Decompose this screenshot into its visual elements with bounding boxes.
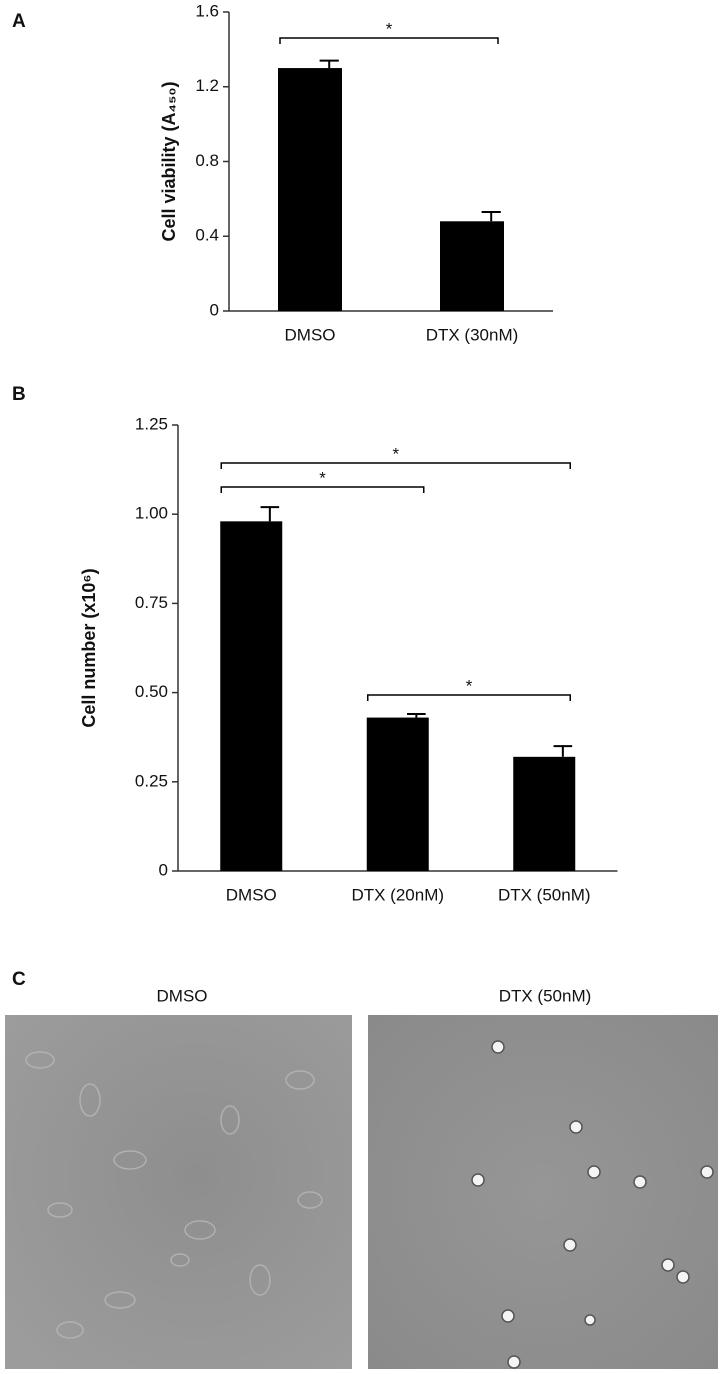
y-tick-label: 0: [210, 300, 219, 319]
x-tick-label: DTX (50nM): [498, 885, 591, 904]
significance-label: *: [466, 676, 473, 695]
y-tick-label: 0.50: [135, 682, 168, 701]
y-tick-label: 0.25: [135, 771, 168, 790]
significance-bracket: [367, 694, 571, 701]
x-tick-label: DTX (20nM): [351, 885, 444, 904]
significance-label: *: [319, 468, 326, 487]
y-tick-label: 1.25: [135, 414, 168, 433]
y-tick-label: 1.2: [195, 76, 219, 95]
image-caption: DMSO: [157, 986, 208, 1005]
bar: [366, 717, 429, 871]
x-tick-label: DTX (30nM): [426, 325, 519, 344]
bar: [220, 521, 283, 871]
y-axis-label: Cell viability (A₄₅₀): [159, 82, 179, 242]
panel-label: B: [12, 384, 26, 405]
panel-label: A: [12, 11, 26, 32]
significance-bracket: [279, 37, 499, 44]
significance-bracket: [220, 486, 425, 493]
bar: [440, 221, 504, 311]
bar: [278, 68, 342, 311]
y-tick-label: 0: [159, 860, 168, 879]
micrograph: [5, 1015, 352, 1369]
x-tick-label: DMSO: [226, 885, 277, 904]
micrograph: [368, 1015, 718, 1369]
y-tick-label: 0.75: [135, 593, 168, 612]
panel-label: C: [12, 969, 26, 990]
x-tick-label: DMSO: [285, 325, 336, 344]
image-caption: DTX (50nM): [499, 986, 592, 1005]
y-tick-label: 1.00: [135, 504, 168, 523]
y-tick-label: 1.6: [195, 1, 219, 20]
y-tick-label: 0.4: [195, 226, 219, 245]
significance-bracket: [220, 462, 571, 469]
y-axis-label: Cell number (x10⁶): [79, 568, 99, 727]
significance-label: *: [392, 444, 399, 463]
significance-label: *: [386, 19, 393, 38]
bar: [513, 756, 576, 871]
y-tick-label: 0.8: [195, 151, 219, 170]
